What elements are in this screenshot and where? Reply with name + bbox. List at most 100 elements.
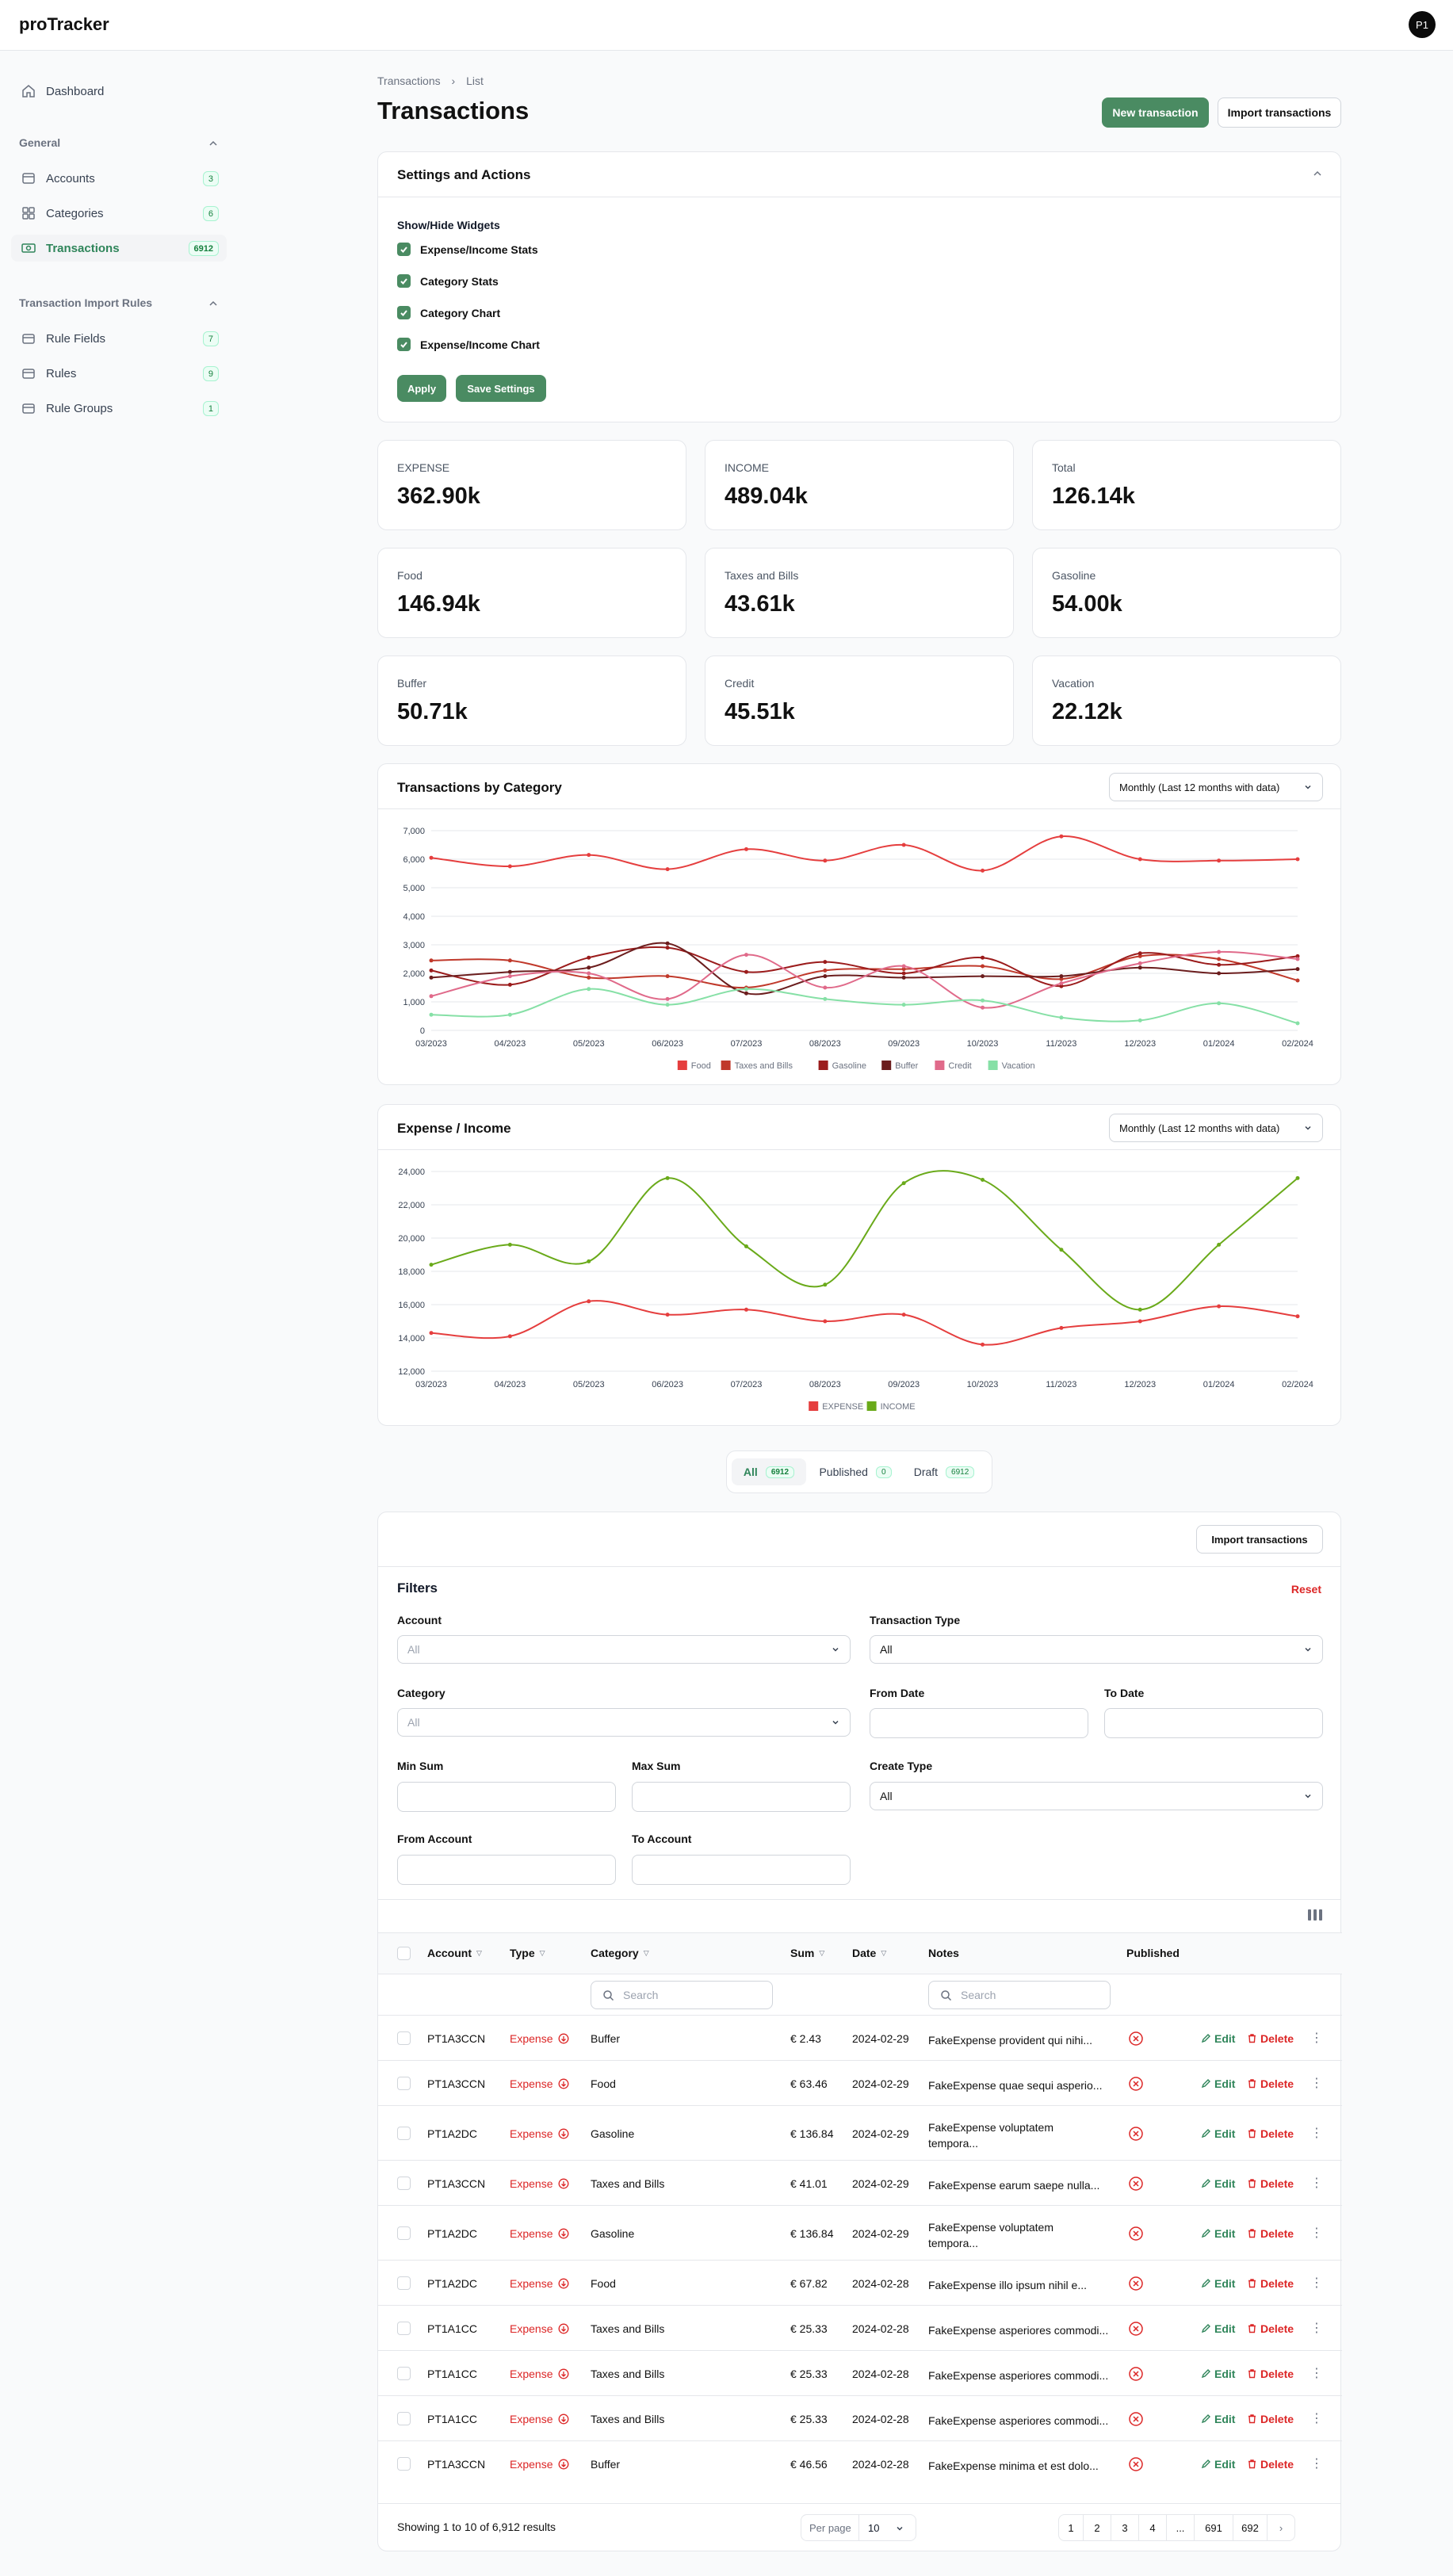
reset-filters-button[interactable]: Reset — [1290, 1583, 1321, 1596]
more-options-icon[interactable]: ⋮ — [1310, 2176, 1323, 2190]
period-select[interactable]: Monthly (Last 12 months with data) — [1109, 773, 1323, 801]
checkbox-category-stats[interactable]: Category Stats — [397, 274, 499, 288]
category-search-input[interactable]: Search — [591, 1981, 773, 2009]
sidebar-item-rule-groups[interactable]: Rule Groups 1 — [11, 395, 227, 422]
more-options-icon[interactable]: ⋮ — [1310, 2226, 1323, 2240]
account-select[interactable]: All — [397, 1635, 851, 1664]
tab-published[interactable]: Published 0 — [813, 1458, 898, 1485]
import-transactions-button[interactable]: Import transactions — [1218, 97, 1341, 128]
more-options-icon[interactable]: ⋮ — [1310, 2031, 1323, 2045]
more-options-icon[interactable]: ⋮ — [1310, 2321, 1323, 2335]
tab-all[interactable]: All 6912 — [732, 1458, 806, 1485]
row-checkbox[interactable] — [397, 2456, 411, 2471]
breadcrumb-transactions[interactable]: Transactions — [377, 75, 441, 87]
from-date-input[interactable] — [870, 1708, 1088, 1738]
column-header-sum[interactable]: Sum ▽ — [790, 1947, 824, 1959]
row-checkbox[interactable] — [397, 2176, 411, 2190]
delete-button[interactable]: Delete — [1247, 2077, 1294, 2090]
edit-button[interactable]: Edit — [1201, 2032, 1235, 2045]
to-account-input[interactable] — [632, 1855, 851, 1885]
brand-logo[interactable]: proTracker — [19, 14, 109, 34]
columns-icon[interactable] — [1307, 1908, 1323, 1922]
chevron-up-icon[interactable] — [208, 298, 219, 309]
chevron-up-icon[interactable] — [1312, 168, 1323, 179]
tab-draft[interactable]: Draft 6912 — [904, 1458, 984, 1485]
sidebar-item-dashboard[interactable]: Dashboard — [11, 78, 227, 105]
page-button[interactable]: 2 — [1083, 2514, 1111, 2541]
delete-button[interactable]: Delete — [1247, 2413, 1294, 2425]
delete-button[interactable]: Delete — [1247, 2227, 1294, 2240]
notes-search-input[interactable]: Search — [928, 1981, 1111, 2009]
row-checkbox[interactable] — [397, 2366, 411, 2380]
checkbox-expense-income-chart[interactable]: Expense/Income Chart — [397, 338, 540, 351]
edit-button[interactable]: Edit — [1201, 2177, 1235, 2190]
delete-button[interactable]: Delete — [1247, 2177, 1294, 2190]
column-header-account[interactable]: Account ▽ — [427, 1947, 482, 1959]
table-row[interactable]: PT1A3CCN Expense Buffer € 46.56 2024-02-28 Fa… — [378, 2440, 1342, 2486]
table-row[interactable]: PT1A3CCN Expense Food € 63.46 2024-02-29 Fake… — [378, 2060, 1342, 2105]
delete-button[interactable]: Delete — [1247, 2127, 1294, 2140]
more-options-icon[interactable]: ⋮ — [1310, 2456, 1323, 2471]
checkbox-category-chart[interactable]: Category Chart — [397, 306, 500, 319]
page-button[interactable]: 691 — [1194, 2514, 1233, 2541]
row-checkbox[interactable] — [397, 2226, 411, 2240]
edit-button[interactable]: Edit — [1201, 2458, 1235, 2471]
page-button[interactable]: 3 — [1111, 2514, 1139, 2541]
table-row[interactable]: PT1A2DC Expense Gasoline € 136.84 2024-02-29… — [378, 2105, 1342, 2160]
to-date-input[interactable] — [1104, 1708, 1323, 1738]
page-button[interactable]: 4 — [1138, 2514, 1167, 2541]
table-row[interactable]: PT1A1CC Expense Taxes and Bills € 25.33 2024… — [378, 2395, 1342, 2440]
edit-button[interactable]: Edit — [1201, 2368, 1235, 2380]
page-button[interactable]: 1 — [1058, 2514, 1084, 2541]
per-page-select[interactable]: Per page 10 — [801, 2514, 916, 2541]
row-checkbox[interactable] — [397, 2276, 411, 2290]
delete-button[interactable]: Delete — [1247, 2322, 1294, 2335]
table-row[interactable]: PT1A1CC Expense Taxes and Bills € 25.33 2024… — [378, 2305, 1342, 2350]
page-button[interactable]: 692 — [1233, 2514, 1268, 2541]
checkbox-expense-income-stats[interactable]: Expense/Income Stats — [397, 243, 538, 256]
more-options-icon[interactable]: ⋮ — [1310, 2411, 1323, 2425]
table-row[interactable]: PT1A3CCN Expense Buffer € 2.43 2024-02-29 Fak… — [378, 2015, 1342, 2060]
column-header-type[interactable]: Type ▽ — [510, 1947, 545, 1959]
sidebar-item-transactions[interactable]: Transactions 6912 — [11, 235, 227, 262]
table-row[interactable]: PT1A2DC Expense Gasoline € 136.84 2024-02-29… — [378, 2205, 1342, 2260]
column-header-date[interactable]: Date ▽ — [852, 1947, 886, 1959]
row-checkbox[interactable] — [397, 2031, 411, 2045]
row-checkbox[interactable] — [397, 2321, 411, 2335]
edit-button[interactable]: Edit — [1201, 2127, 1235, 2140]
more-options-icon[interactable]: ⋮ — [1310, 2076, 1323, 2090]
column-header-category[interactable]: Category ▽ — [591, 1947, 649, 1959]
row-checkbox[interactable] — [397, 2076, 411, 2090]
edit-button[interactable]: Edit — [1201, 2413, 1235, 2425]
row-checkbox[interactable] — [397, 2411, 411, 2425]
table-row[interactable]: PT1A1CC Expense Taxes and Bills € 25.33 2024… — [378, 2350, 1342, 2395]
edit-button[interactable]: Edit — [1201, 2227, 1235, 2240]
import-transactions-button[interactable]: Import transactions — [1196, 1525, 1323, 1554]
more-options-icon[interactable]: ⋮ — [1310, 2126, 1323, 2140]
period-select[interactable]: Monthly (Last 12 months with data) — [1109, 1114, 1323, 1142]
delete-button[interactable]: Delete — [1247, 2368, 1294, 2380]
table-row[interactable]: PT1A2DC Expense Food € 67.82 2024-02-28 FakeE… — [378, 2260, 1342, 2305]
delete-button[interactable]: Delete — [1247, 2277, 1294, 2290]
chevron-right-icon[interactable]: › — [1267, 2514, 1295, 2541]
from-account-input[interactable] — [397, 1855, 616, 1885]
more-options-icon[interactable]: ⋮ — [1310, 2276, 1323, 2290]
delete-button[interactable]: Delete — [1247, 2458, 1294, 2471]
edit-button[interactable]: Edit — [1201, 2322, 1235, 2335]
sidebar-item-categories[interactable]: Categories 6 — [11, 200, 227, 227]
min-sum-input[interactable] — [397, 1782, 616, 1812]
new-transaction-button[interactable]: New transaction — [1102, 97, 1209, 128]
transaction-type-select[interactable]: All — [870, 1635, 1323, 1664]
sidebar-item-rules[interactable]: Rules 9 — [11, 360, 227, 387]
table-row[interactable]: PT1A3CCN Expense Taxes and Bills € 41.01 202… — [378, 2160, 1342, 2205]
more-options-icon[interactable]: ⋮ — [1310, 2366, 1323, 2380]
chevron-up-icon[interactable] — [208, 138, 219, 149]
sidebar-item-rule-fields[interactable]: Rule Fields 7 — [11, 325, 227, 352]
edit-button[interactable]: Edit — [1201, 2077, 1235, 2090]
row-checkbox[interactable] — [397, 2126, 411, 2140]
save-settings-button[interactable]: Save Settings — [456, 375, 546, 402]
apply-button[interactable]: Apply — [397, 375, 446, 402]
category-select[interactable]: All — [397, 1708, 851, 1737]
avatar[interactable]: P1 — [1409, 11, 1436, 38]
edit-button[interactable]: Edit — [1201, 2277, 1235, 2290]
